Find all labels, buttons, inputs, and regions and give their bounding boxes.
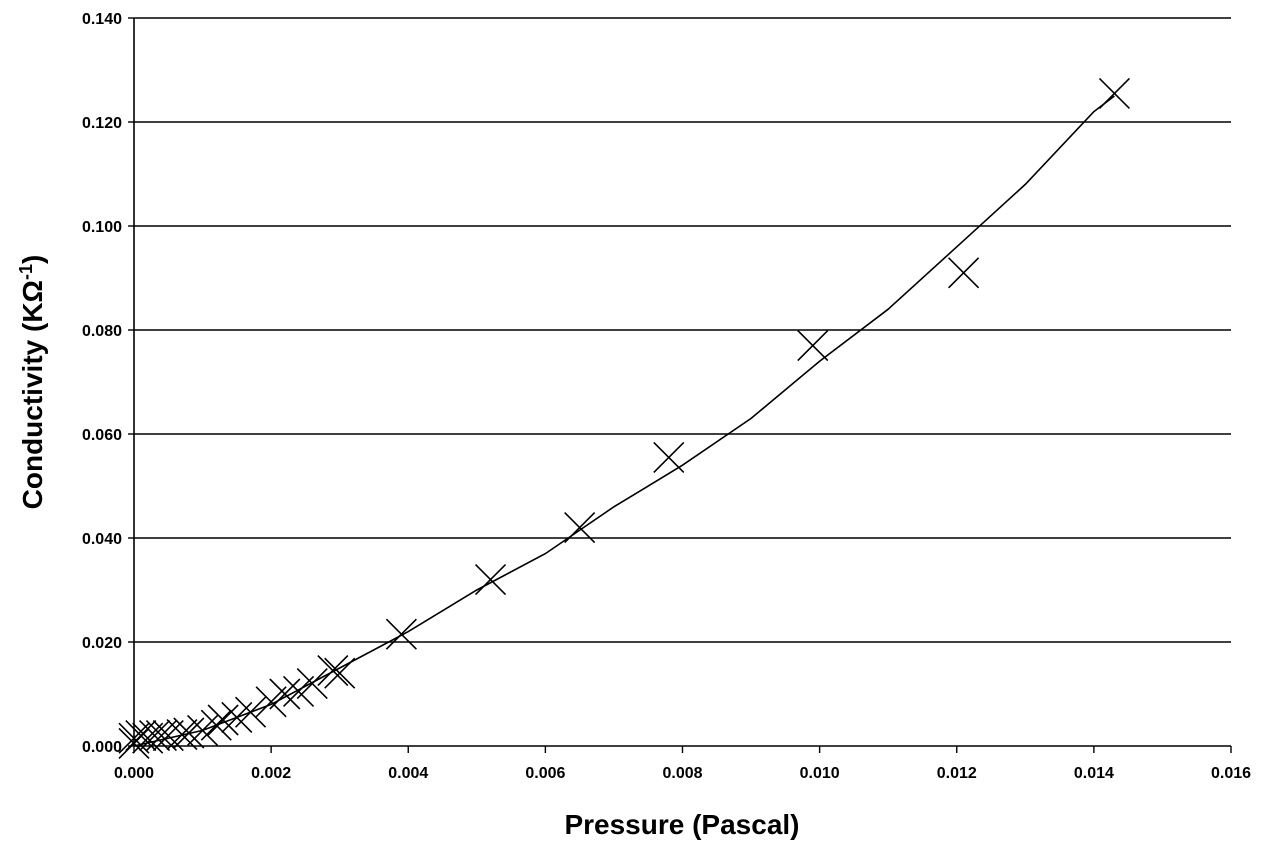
data-point-marker [234, 696, 267, 728]
data-point-marker [173, 717, 205, 749]
data-point-marker [317, 655, 349, 687]
data-point-marker [797, 330, 829, 362]
y-tick-label: 0.020 [82, 635, 122, 652]
data-point-marker [132, 722, 164, 754]
y-tick-label: 0.060 [82, 427, 122, 444]
x-axis-title: Pressure (Pascal) [564, 809, 799, 840]
gridlines [134, 17, 1231, 643]
data-point-marker [118, 722, 150, 754]
x-tick-label: 0.016 [1211, 765, 1251, 782]
x-tick-label: 0.012 [937, 765, 977, 782]
y-axis-title: Conductivity (KΩ-1) [16, 255, 48, 510]
y-tick-label: 0.120 [82, 115, 122, 132]
y-tick-label: 0.000 [82, 739, 122, 756]
y-tick-label: 0.040 [82, 531, 122, 548]
data-point-marker [948, 257, 980, 289]
x-tick-label: 0.008 [662, 765, 702, 782]
data-point-marker [324, 657, 356, 689]
y-tick-label: 0.100 [82, 219, 122, 236]
y-axis-title-close: ) [17, 255, 48, 264]
trend-line [133, 95, 1115, 747]
data-point-marker [200, 709, 232, 741]
x-tick-label: 0.010 [800, 765, 840, 782]
data-point-marker [139, 720, 171, 752]
tick-marks [128, 17, 1232, 753]
data-point-marker [474, 564, 507, 596]
data-point-marker [269, 678, 301, 710]
data-point-marker [207, 704, 239, 736]
x-tick-label: 0.004 [388, 765, 428, 782]
data-markers [118, 77, 1131, 759]
x-tick-label: 0.014 [1074, 765, 1114, 782]
y-axis-title-superscript: -1 [16, 264, 36, 280]
data-point-marker [282, 675, 315, 707]
y-tick-label: 0.140 [82, 11, 122, 28]
data-point-marker [385, 618, 417, 650]
data-point-marker [1098, 77, 1131, 109]
axes [133, 18, 1231, 747]
data-point-marker [166, 718, 198, 751]
data-point-marker [296, 668, 328, 700]
data-point-marker [653, 441, 685, 473]
y-axis-title-main: Conductivity (KΩ [17, 280, 48, 509]
x-tick-label: 0.000 [114, 765, 154, 782]
data-point-marker [255, 686, 287, 718]
tick-labels: 0.000 0.020 0.040 0.060 0.080 0.100 0.120 0.140… [82, 11, 1251, 782]
data-point-marker [564, 512, 596, 544]
x-tick-label: 0.002 [251, 765, 291, 782]
y-tick-label: 0.080 [82, 323, 122, 340]
x-tick-label: 0.006 [525, 765, 565, 782]
data-point-marker [152, 720, 184, 752]
